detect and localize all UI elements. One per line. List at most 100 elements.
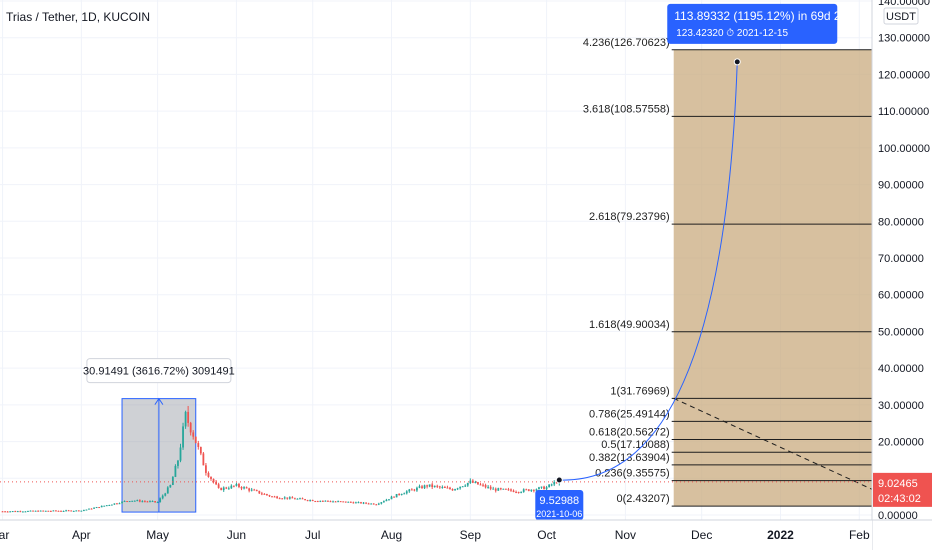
candle-body <box>220 487 223 491</box>
candle-body <box>545 487 548 490</box>
x-axis[interactable]: ar Apr May Jun Jul Aug Sep Oct Nov Dec 2022 Feb <box>0 528 870 542</box>
candle-body <box>304 499 306 501</box>
candle-body <box>169 485 172 488</box>
candle-body <box>337 501 340 503</box>
candle-body <box>278 498 281 500</box>
candle-body <box>238 484 240 487</box>
current-price-label: 9.02465 <box>878 478 918 490</box>
candle-body <box>225 487 228 489</box>
candle-body <box>403 493 406 495</box>
candle-body <box>456 488 459 490</box>
fib-level-label: 0.236(9.35575) <box>595 468 670 480</box>
candle-body <box>357 502 360 504</box>
candle-body <box>446 487 449 489</box>
y-tick-label: 100.00000 <box>878 143 930 155</box>
candle-body <box>95 507 98 509</box>
candle-body <box>301 498 304 500</box>
candle-body <box>288 497 291 499</box>
candle-body <box>88 508 90 510</box>
candle-body <box>283 497 286 499</box>
candle-body <box>436 485 439 487</box>
projection[interactable]: 113.89332 (1195.12%) in 69d 23h 123.42320… <box>535 3 854 521</box>
y-axis[interactable]: 0.0000010.0000020.0000030.0000040.000005… <box>873 0 932 522</box>
candle-body <box>505 488 507 490</box>
candle-body <box>49 510 52 512</box>
candle-body <box>77 510 80 512</box>
candle-body <box>309 500 312 502</box>
candle-body <box>258 490 261 494</box>
candle-body <box>507 489 510 491</box>
currency-label: USDT <box>886 11 916 23</box>
projection-callout-line2: 123.42320 ⏱ 2021-12-15 <box>676 28 788 39</box>
candle-body <box>327 500 329 502</box>
candle-body <box>90 508 93 510</box>
candle-body <box>314 501 317 503</box>
projection-end-point[interactable] <box>733 58 741 66</box>
candle-body <box>482 484 484 486</box>
candle-body <box>194 436 197 444</box>
y-tick-label: 90.00000 <box>878 180 924 192</box>
candle-body <box>151 501 154 503</box>
candle-body <box>146 501 149 503</box>
candle-body <box>535 489 538 491</box>
candle-body <box>349 501 352 503</box>
candle-body <box>240 486 243 489</box>
candle-body <box>499 488 502 490</box>
projection-callout-line1: 113.89332 (1195.12%) in 69d 23h <box>674 9 854 23</box>
fib-level-label: 0.5(17.10088) <box>601 439 670 451</box>
range-measure[interactable]: 30.91491 (3616.72%) 3091491 <box>83 358 235 513</box>
candle-body <box>174 465 177 477</box>
candle-body <box>243 487 245 489</box>
x-tick-label: Oct <box>537 528 556 542</box>
x-tick-label: Jul <box>305 528 320 542</box>
current-price-tag <box>873 472 932 507</box>
fib-level-label: 1.618(49.90034) <box>589 319 670 331</box>
candle-body <box>110 504 113 506</box>
candle-body <box>210 476 212 479</box>
candle-body <box>255 490 258 492</box>
fib-level-label: 2.618(79.23796) <box>589 211 670 223</box>
candle-body <box>67 510 70 512</box>
candle-body <box>55 510 57 512</box>
candle-body <box>116 503 118 505</box>
y-tick-label: 120.00000 <box>878 69 930 81</box>
candle-body <box>187 411 190 423</box>
candle-body <box>227 488 230 490</box>
fib-level-label: 0.786(25.49144) <box>589 408 670 420</box>
candle-body <box>410 489 413 491</box>
candle-body <box>202 453 205 466</box>
candle-body <box>319 500 322 502</box>
y-tick-label: 110.00000 <box>878 106 929 118</box>
projection-start-callout <box>535 490 584 521</box>
candle-body <box>222 487 225 491</box>
candle-body <box>128 501 131 503</box>
candle-body <box>75 510 78 512</box>
candle-body <box>1 511 4 513</box>
candle-body <box>515 491 517 493</box>
x-tick-label: Feb <box>849 528 870 542</box>
candle-body <box>479 484 482 486</box>
candle-body <box>532 489 535 491</box>
candle-body <box>164 493 167 496</box>
y-tick-label: 0.00000 <box>878 510 918 522</box>
candle-body <box>484 485 487 488</box>
candle-body <box>441 487 444 489</box>
candle-body <box>395 493 398 498</box>
candle-body <box>207 472 210 477</box>
current-price-countdown: 02:43:02 <box>878 493 921 505</box>
candle-body <box>57 510 60 512</box>
candle-body <box>9 511 12 513</box>
candle-body <box>294 498 296 500</box>
candle-body <box>136 500 139 502</box>
candle-body <box>497 488 500 491</box>
candle-body <box>492 488 495 490</box>
candle-body <box>332 501 334 503</box>
projection-start-point[interactable] <box>555 476 563 484</box>
candle-body <box>192 432 195 437</box>
y-tick-label: 60.00000 <box>878 290 924 302</box>
currency-box <box>883 7 919 25</box>
candles <box>1 405 561 513</box>
fib-extension[interactable]: 4.236(126.70623) 3.618(108.57558) 2.618(79… <box>583 37 873 507</box>
candle-body <box>477 482 479 485</box>
